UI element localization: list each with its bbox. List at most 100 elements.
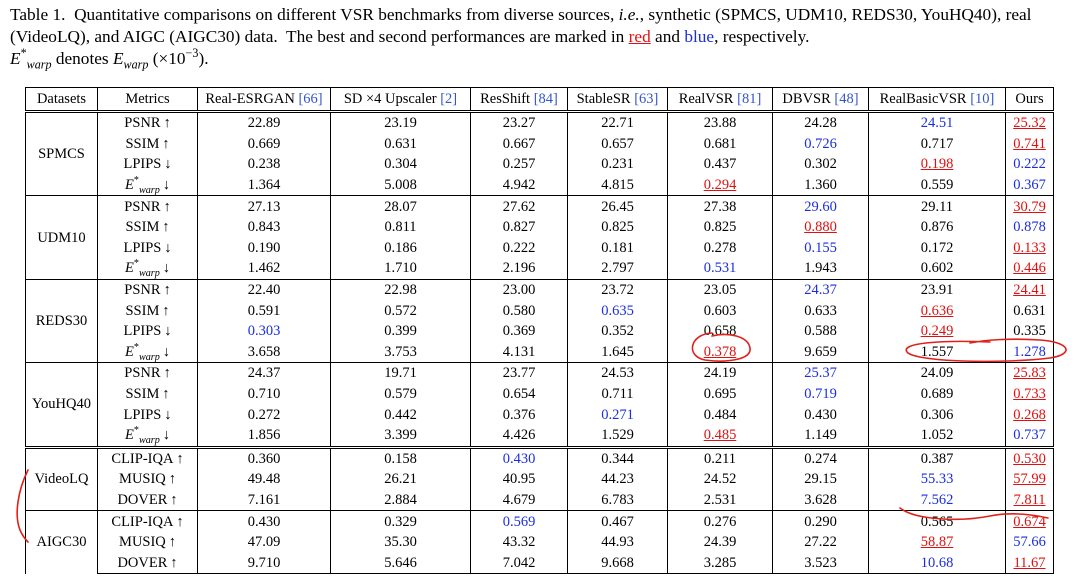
value: 0.710 xyxy=(247,386,281,403)
header-cell: Ours xyxy=(1005,87,1054,113)
metric-arrow: ↓ xyxy=(164,323,172,340)
value-cell: 23.05 xyxy=(667,278,773,301)
value: 0.531 xyxy=(703,260,737,277)
value: 22.98 xyxy=(384,282,417,299)
metric-label: SSIM xyxy=(125,219,160,236)
value: 0.658 xyxy=(703,323,737,340)
value: 0.711 xyxy=(601,386,634,403)
dataset-cell: YouHQ40 xyxy=(25,362,98,447)
note-sub: warp xyxy=(124,57,149,71)
value-cell: 0.631 xyxy=(330,133,471,155)
value: 4.131 xyxy=(502,343,536,360)
value-cell: 0.825 xyxy=(567,216,668,238)
value-cell: 0.257 xyxy=(470,154,568,175)
value: 0.238 xyxy=(247,156,281,173)
note-sub-text: warp xyxy=(26,57,52,72)
value: 57.66 xyxy=(1013,534,1046,551)
note-exp: −3 xyxy=(185,46,199,61)
value: 23.00 xyxy=(502,282,536,299)
value: 23.91 xyxy=(920,282,954,299)
value-cell: 0.741 xyxy=(1005,133,1054,155)
value-cell: 55.33 xyxy=(868,469,1006,490)
value-cell: 24.37 xyxy=(772,278,869,301)
value: 23.77 xyxy=(502,365,536,382)
value: 0.211 xyxy=(703,450,737,467)
value: 0.367 xyxy=(1013,177,1046,194)
header-cell: Real-ESRGAN [66] xyxy=(197,87,331,113)
method-name: Ours xyxy=(1015,91,1044,107)
value-cell: 0.689 xyxy=(868,383,1006,405)
value-cell: 1.856 xyxy=(197,424,331,447)
value: 0.467 xyxy=(601,513,634,530)
value: 0.304 xyxy=(384,156,417,173)
value-cell: 2.531 xyxy=(667,489,773,511)
value-cell: 0.133 xyxy=(1005,237,1054,259)
value-cell: 4.426 xyxy=(470,424,568,447)
value-cell: 0.430 xyxy=(772,404,869,425)
value-cell: 0.367 xyxy=(1005,174,1054,196)
metric-label: SSIM xyxy=(125,135,160,152)
value-cell: 0.304 xyxy=(330,154,471,175)
value-cell: 0.717 xyxy=(868,133,1006,155)
value-cell: 0.306 xyxy=(868,404,1006,425)
metric-cell: E*warp ↓ xyxy=(97,258,198,280)
value-cell: 0.172 xyxy=(868,237,1006,259)
value-cell: 9.710 xyxy=(197,552,331,575)
value-cell: 0.631 xyxy=(1005,300,1054,321)
value: 0.399 xyxy=(384,323,417,340)
value: 4.679 xyxy=(502,491,536,508)
value-cell: 27.62 xyxy=(470,195,568,217)
value-cell: 0.485 xyxy=(667,424,773,447)
value: 0.572 xyxy=(384,302,417,319)
method-name: SD ×4 Upscaler xyxy=(343,91,441,107)
dataset-cell: AIGC30 xyxy=(25,510,98,574)
value: 0.689 xyxy=(920,386,954,403)
value-cell: 40.95 xyxy=(470,469,568,490)
value: 23.88 xyxy=(703,115,737,132)
table-row: LPIPS ↓ 0.272 0.442 0.376 0.271 0.484 0.430 0.3… xyxy=(26,404,1054,425)
value-cell: 1.364 xyxy=(197,174,331,196)
metric-label: CLIP-IQA xyxy=(111,513,174,530)
value-cell: 0.588 xyxy=(772,320,869,342)
metric-arrow: ↓ xyxy=(162,427,170,444)
value-cell: 49.48 xyxy=(197,469,331,490)
value: 22.40 xyxy=(247,282,281,299)
value-cell: 3.523 xyxy=(772,552,869,575)
dataset-cell: UDM10 xyxy=(25,195,98,280)
metric-cell: LPIPS ↓ xyxy=(97,154,198,175)
value-cell: 0.674 xyxy=(1005,510,1054,532)
metric-cell: SSIM ↑ xyxy=(97,300,198,321)
method-name: DBVSR xyxy=(782,91,835,107)
value: 30.79 xyxy=(1013,198,1046,215)
method-ref: [48] xyxy=(834,91,859,107)
metric-arrow: ↓ xyxy=(162,177,170,194)
caption: Table 1. Quantitative comparisons on dif… xyxy=(10,4,1072,72)
value: 0.155 xyxy=(804,239,837,256)
value-cell: 22.40 xyxy=(197,278,331,301)
method-name: Real-ESRGAN xyxy=(205,91,299,107)
value-cell: 0.437 xyxy=(667,154,773,175)
metric-arrow: ↑ xyxy=(163,282,171,299)
metric-sub-text: warp xyxy=(138,351,160,363)
value-cell: 24.52 xyxy=(667,469,773,490)
metric-cell: CLIP-IQA ↑ xyxy=(97,510,198,532)
value: 0.631 xyxy=(1013,302,1046,319)
metric-arrow: ↑ xyxy=(163,115,171,132)
header-cell: StableSR [63] xyxy=(567,87,668,113)
value: 0.186 xyxy=(384,239,417,256)
table-row: E*warp ↓ 1.856 3.399 4.426 1.529 0.485 1.149 1.… xyxy=(26,424,1054,447)
value-cell: 0.602 xyxy=(868,258,1006,280)
value: 24.09 xyxy=(920,365,954,382)
value: 0.636 xyxy=(920,302,954,319)
value: 0.352 xyxy=(601,323,634,340)
value-cell: 0.344 xyxy=(567,445,668,470)
metric-sub: warp xyxy=(139,352,160,363)
value-cell: 0.635 xyxy=(567,300,668,321)
value-cell: 24.37 xyxy=(197,362,331,384)
value: 0.843 xyxy=(247,219,281,236)
value-cell: 24.28 xyxy=(772,110,869,134)
value-cell: 0.603 xyxy=(667,300,773,321)
value-cell: 0.352 xyxy=(567,320,668,342)
value: 0.602 xyxy=(920,260,954,277)
note-symbol: E xyxy=(10,49,21,68)
